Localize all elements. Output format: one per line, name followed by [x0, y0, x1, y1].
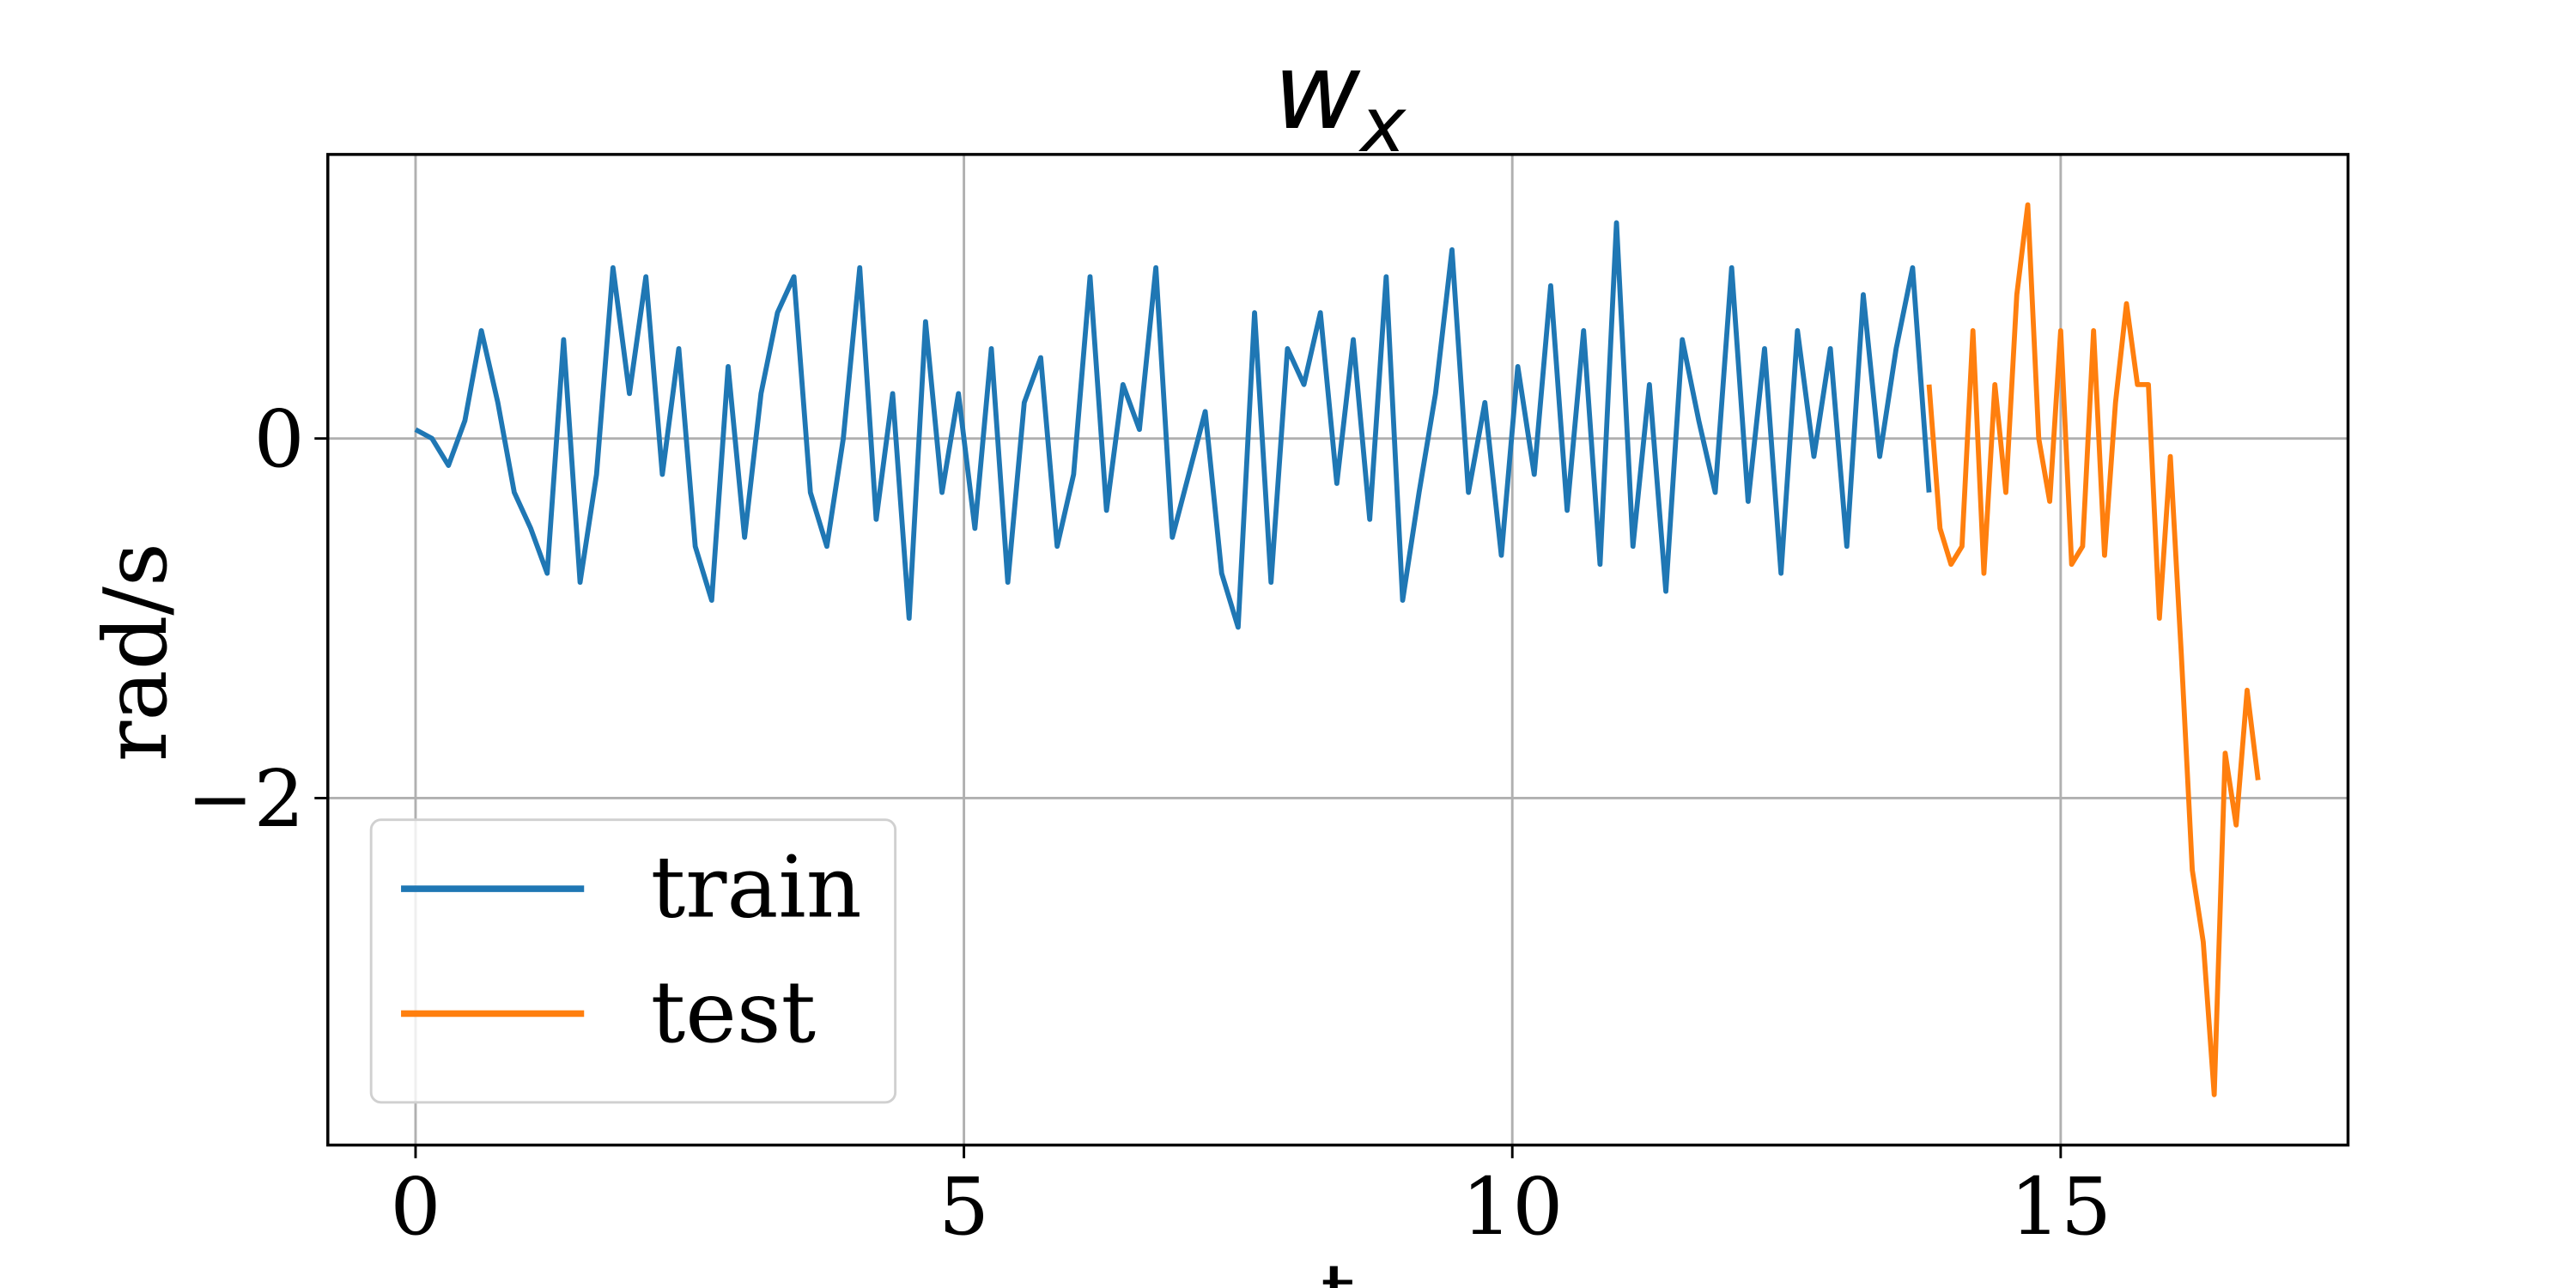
series-line [414, 220, 1932, 630]
series-line [1926, 202, 2261, 1097]
title-main: w [1273, 32, 1361, 154]
y-axis-label: rad/s [85, 543, 186, 762]
legend-label: test [651, 963, 816, 1062]
plot-frame [326, 153, 2350, 1147]
y-tick-label: 0 [253, 393, 304, 485]
x-axis-label: t [1321, 1245, 1356, 1288]
x-tick-label: 10 [1461, 1160, 1563, 1252]
x-tick-label: 15 [2010, 1160, 2111, 1252]
x-tick-label: 0 [390, 1160, 440, 1252]
x-tick-label: 5 [939, 1160, 989, 1252]
legend-label: train [651, 837, 862, 937]
chart-title: wx [1273, 32, 1407, 169]
y-tick-label: −2 [187, 753, 305, 845]
